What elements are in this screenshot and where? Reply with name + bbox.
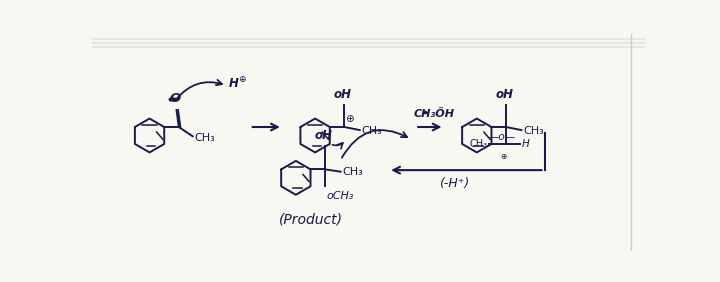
Text: H: H xyxy=(229,77,239,90)
Text: (Product): (Product) xyxy=(279,212,343,226)
Text: oH: oH xyxy=(315,129,333,142)
Text: H: H xyxy=(521,139,529,149)
Text: oH: oH xyxy=(334,88,352,101)
Text: CH₃: CH₃ xyxy=(469,139,487,149)
Text: oCH₃: oCH₃ xyxy=(327,191,354,201)
Text: CH₃: CH₃ xyxy=(342,168,363,177)
Text: CH₃ÖH: CH₃ÖH xyxy=(414,109,454,119)
Text: (-H⁺): (-H⁺) xyxy=(438,177,469,190)
Text: ⊕: ⊕ xyxy=(500,152,507,161)
Text: CH₃: CH₃ xyxy=(194,133,215,143)
Text: CH₃: CH₃ xyxy=(523,126,544,136)
Text: —o—: —o— xyxy=(489,132,516,142)
Text: CH₃: CH₃ xyxy=(361,126,382,136)
Text: ⊕: ⊕ xyxy=(345,114,354,124)
Text: ⊕: ⊕ xyxy=(238,75,246,84)
Text: oH: oH xyxy=(495,88,513,101)
Text: O: O xyxy=(169,92,181,105)
